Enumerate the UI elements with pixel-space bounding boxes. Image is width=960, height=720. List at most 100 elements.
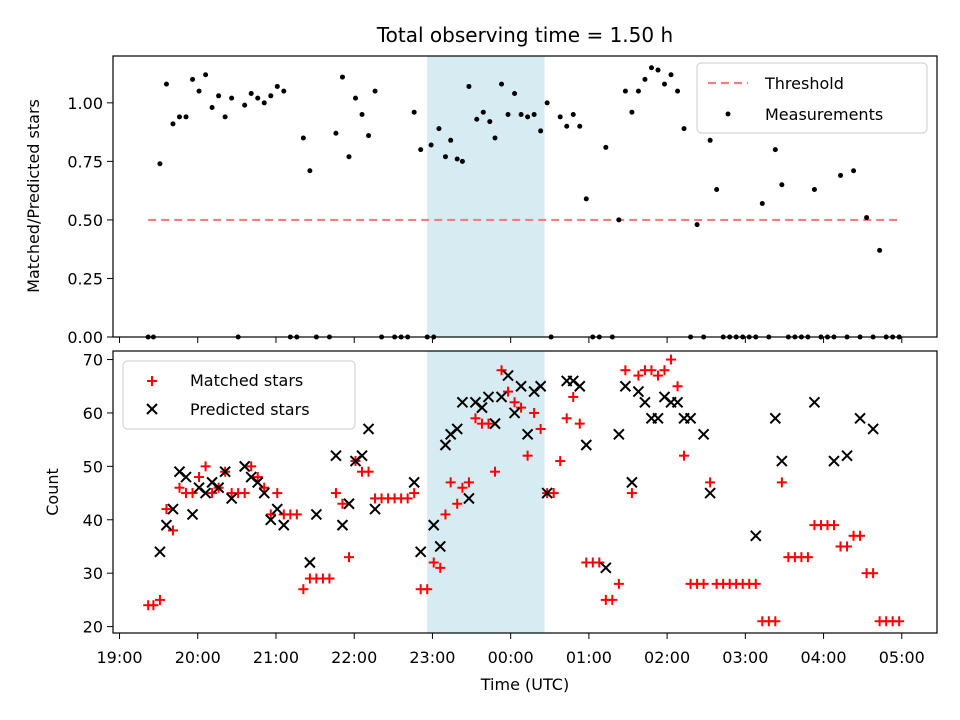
measurement-point <box>339 74 345 80</box>
measurement-point <box>648 65 654 71</box>
bottom-y-tick-label: 60 <box>83 404 103 423</box>
measurement-point <box>300 135 306 141</box>
predicted-star-point <box>828 455 840 467</box>
predicted-star-point <box>428 519 440 531</box>
predicted-star-point <box>238 460 251 473</box>
bottom-y-axis-label: Count <box>43 468 62 516</box>
bottom-x-tick-label: 22:00 <box>331 648 377 667</box>
matched-star-point <box>187 488 198 499</box>
matched-star-point <box>194 472 205 483</box>
measurement-point <box>811 186 817 192</box>
matched-star-point <box>265 509 276 520</box>
matched-star-point <box>363 466 374 477</box>
matched-star-point <box>337 498 348 509</box>
matched-star-point <box>470 413 481 424</box>
matched-star-point <box>422 584 433 595</box>
measurement-point <box>694 222 700 228</box>
measurement-point <box>759 201 765 207</box>
predicted-star-point <box>626 476 638 489</box>
matched-star-point <box>679 450 690 461</box>
measurement-point <box>366 133 372 139</box>
predicted-star-point <box>854 412 866 425</box>
matched-star-point <box>239 488 250 499</box>
matched-star-point <box>776 477 787 488</box>
x-axis-label: Time (UTC) <box>480 675 569 694</box>
predicted-star-point <box>776 455 788 467</box>
predicted-star-point <box>515 380 527 392</box>
top-y-tick-label: 0.25 <box>67 269 103 288</box>
measurement-point <box>557 114 563 120</box>
measurement-point <box>668 72 674 78</box>
matched-star-point <box>409 488 420 499</box>
predicted-star-point <box>199 487 212 499</box>
matched-star-point <box>452 498 463 509</box>
measurement-point <box>359 112 365 118</box>
predicted-legend-swatch <box>146 403 158 415</box>
predicted-star-point <box>219 465 231 478</box>
predicted-star-point <box>750 530 762 542</box>
matched-star-point <box>613 578 624 589</box>
matched-star-point <box>148 600 159 611</box>
predicted-star-point <box>186 508 199 521</box>
measurement-point <box>196 88 202 94</box>
measurement-point <box>454 156 460 162</box>
measurement-point <box>487 119 493 125</box>
measurement-point <box>209 105 215 111</box>
matched-star-point <box>646 365 657 376</box>
measurement-point <box>428 142 434 148</box>
matched-star-point <box>161 504 172 515</box>
predicted-star-point <box>867 423 879 435</box>
matched-star-point <box>516 402 527 413</box>
matched-star-point <box>607 594 618 605</box>
matched-star-point <box>503 386 514 397</box>
predicted-star-point <box>534 380 547 392</box>
measurement-point <box>635 88 641 94</box>
predicted-star-point <box>456 396 469 408</box>
measurement-point <box>838 172 844 178</box>
bottom-x-tick-label: 19:00 <box>96 648 142 667</box>
measurement-point <box>248 90 254 96</box>
measurement-point <box>466 83 472 89</box>
matched-star-point <box>672 381 683 392</box>
matched-star-point <box>548 488 559 499</box>
measurement-point <box>616 217 622 223</box>
matched-star-point <box>770 616 781 627</box>
predicted-legend-label: Predicted stars <box>190 400 310 419</box>
matched-star-point <box>298 584 309 595</box>
ratio-panel: Total observing time = 1.50 h 0.000.250.… <box>24 23 938 347</box>
measurement-point <box>333 130 339 136</box>
matched-star-point <box>402 493 413 504</box>
measurement-point <box>779 182 785 188</box>
top-y-ticks: 0.00 0.25 0.50 0.75 1.00 <box>67 94 113 347</box>
matched-star-point <box>620 365 631 376</box>
bottom-axes-frame <box>112 350 938 634</box>
predicted-star-point <box>330 449 342 462</box>
matched-stars-points <box>143 354 905 627</box>
predicted-star-point <box>225 492 238 505</box>
matched-star-point <box>463 477 474 488</box>
matched-star-point <box>894 616 905 627</box>
measurement-point <box>570 112 576 118</box>
matched-star-point <box>666 354 677 365</box>
predicted-star-point <box>632 385 645 398</box>
matched-star-point <box>659 365 670 376</box>
matched-star-point <box>555 456 566 467</box>
measurement-point <box>577 123 583 129</box>
measurement-point <box>877 247 883 253</box>
matched-star-point <box>252 472 263 483</box>
matched-star-point <box>483 418 494 429</box>
predicted-stars-points <box>154 369 879 574</box>
bottom-x-ticks: 19:00 20:00 21:00 22:00 23:00 00:00 01:00 02:00… <box>96 633 925 667</box>
bottom-y-tick-label: 20 <box>83 618 103 637</box>
measurement-point <box>242 102 248 108</box>
measurement-point <box>622 88 628 94</box>
measurement-point <box>176 114 182 120</box>
measurement-point <box>662 81 668 87</box>
predicted-star-point <box>684 412 697 425</box>
matched-star-point <box>561 413 572 424</box>
predicted-star-point <box>697 428 710 441</box>
matched-star-point <box>568 391 579 402</box>
predicted-star-point <box>180 471 192 483</box>
matched-star-point <box>829 520 839 531</box>
measurement-point <box>274 83 280 89</box>
